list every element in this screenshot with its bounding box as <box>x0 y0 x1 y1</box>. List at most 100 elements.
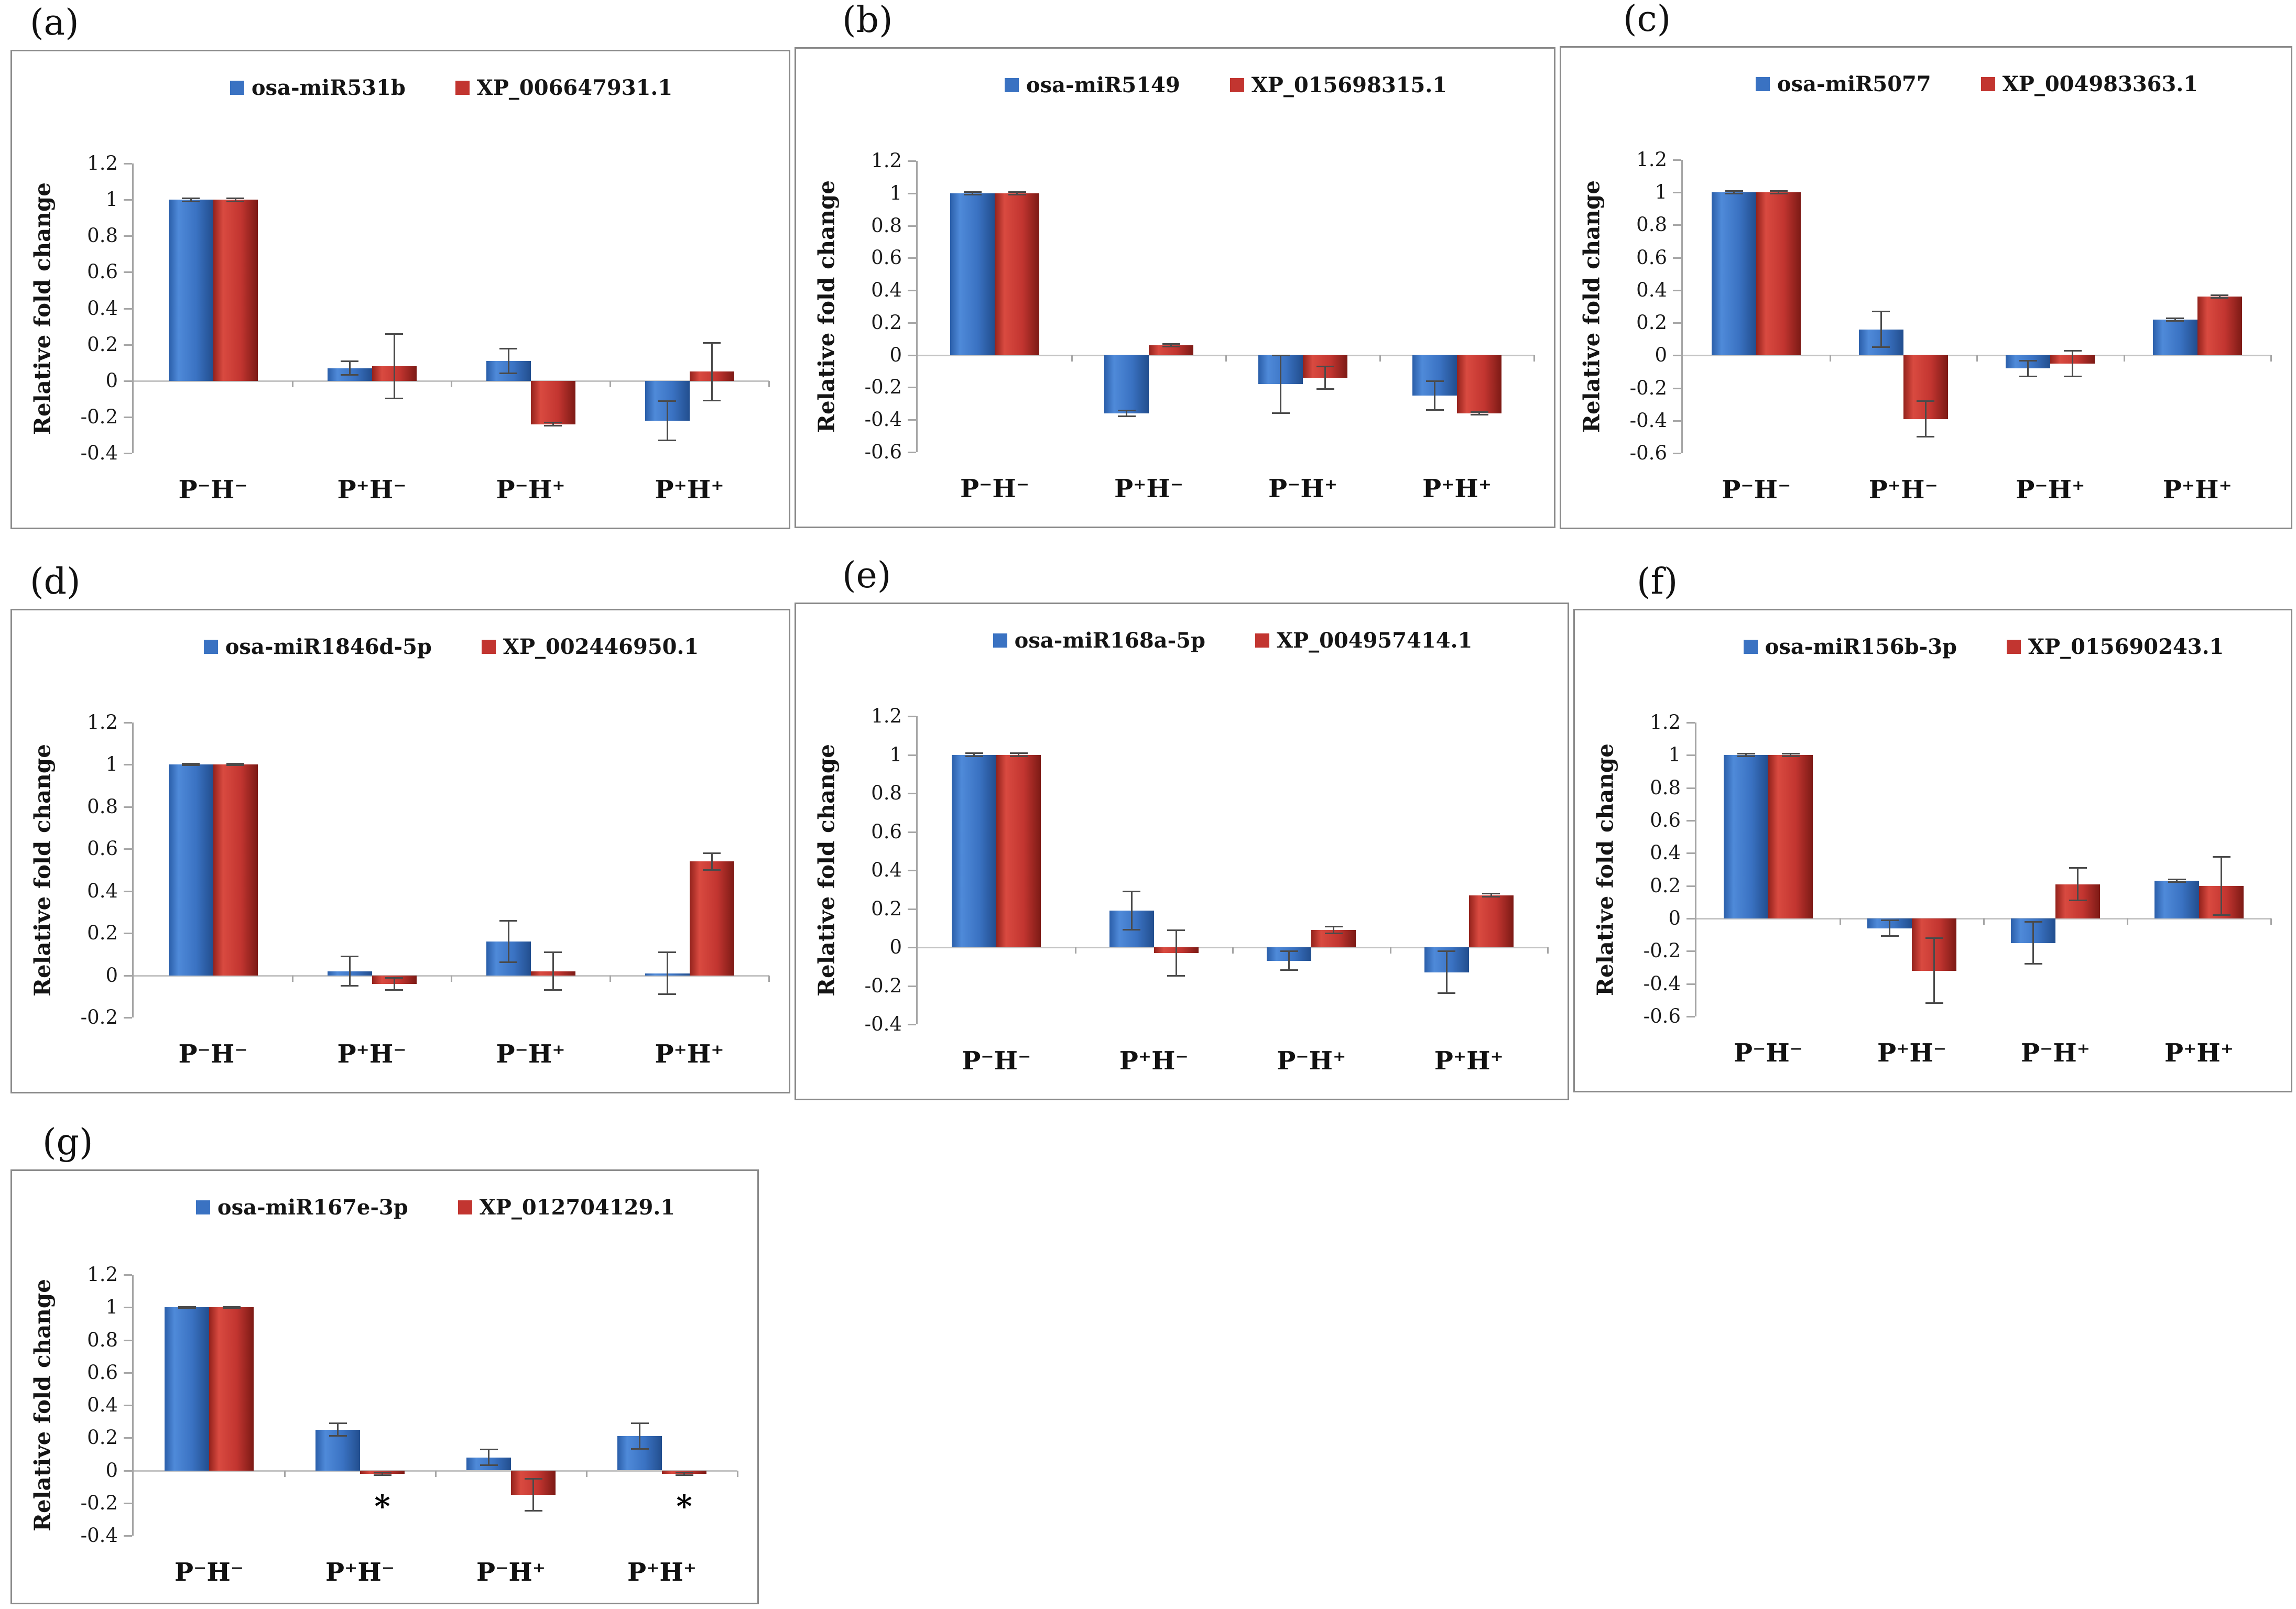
y-tick-label: 0.2 <box>871 311 902 334</box>
panel-letter-f: (f) <box>1637 561 1678 603</box>
error-bar <box>507 921 509 963</box>
bar-mirna_blue-P⁻H⁻ <box>1712 192 1757 356</box>
y-tick <box>124 416 132 418</box>
error-bar-cap-top <box>1725 190 1743 192</box>
y-tick <box>124 890 132 892</box>
y-tick-label: 0.8 <box>87 795 118 818</box>
error-bar-cap-top <box>2166 317 2184 319</box>
legend-item-1: XP_012704129.1 <box>458 1195 675 1220</box>
y-axis-line <box>916 161 918 452</box>
error-bar-cap-top <box>385 977 403 979</box>
error-bar-cap-top <box>178 1306 196 1308</box>
error-bar-cap-bottom <box>675 1474 693 1476</box>
error-bar <box>666 400 668 441</box>
y-tick <box>124 380 132 382</box>
category-tick <box>292 380 293 387</box>
legend-item-0: osa-miR531b <box>230 75 406 100</box>
x-category-label: P⁺H⁺ <box>627 1558 697 1587</box>
error-bar-cap-top <box>658 951 676 954</box>
category-tick <box>1074 947 1076 954</box>
y-tick-label: 0.2 <box>87 922 118 945</box>
error-bar <box>349 956 351 986</box>
error-bar-cap-bottom <box>544 425 562 427</box>
y-tick <box>1673 159 1681 161</box>
y-tick-label: -0.2 <box>80 405 118 428</box>
error-bar <box>2032 922 2034 965</box>
error-bar <box>639 1423 640 1450</box>
error-bar-cap-top <box>1426 380 1444 382</box>
category-tick <box>284 1470 286 1477</box>
error-bar-cap-bottom <box>1271 412 1290 414</box>
y-tick <box>908 754 916 756</box>
category-tick <box>1547 947 1549 954</box>
y-tick-label: 1.2 <box>87 711 118 734</box>
error-bar-cap-bottom <box>1426 409 1444 411</box>
legend-item-1: XP_004983363.1 <box>1981 72 2198 96</box>
y-axis-line <box>916 716 918 1024</box>
error-bar-cap-bottom <box>630 1448 649 1450</box>
error-bar <box>552 952 554 990</box>
error-bar-cap-bottom <box>1009 756 1028 758</box>
y-tick <box>908 1024 916 1025</box>
bar-target_red-P⁻H⁻ <box>1756 192 1801 356</box>
y-tick <box>1686 1016 1695 1017</box>
error-bar-cap-top <box>544 951 562 954</box>
significance-star: * <box>374 1488 390 1524</box>
category-tick <box>1983 918 1985 925</box>
error-bar <box>393 977 395 990</box>
y-tick-label: 0.2 <box>87 1426 118 1449</box>
error-bar-cap-top <box>385 333 403 335</box>
category-tick <box>1071 355 1073 362</box>
panel-letter-e: (e) <box>842 555 891 596</box>
bar-mirna_blue-P⁺H⁺ <box>2152 319 2197 356</box>
error-bar-cap-top <box>1008 191 1026 193</box>
panel-c: (c) osa-miR5077 XP_004983363.1 Relative fo… <box>1560 0 2292 529</box>
y-tick-label: 1 <box>1668 743 1681 767</box>
error-bar-cap-bottom <box>963 193 982 195</box>
x-category-label: P⁻H⁺ <box>1277 1046 1346 1076</box>
error-bar-cap-bottom <box>1123 928 1141 931</box>
y-tick-label: 1 <box>889 181 902 204</box>
error-bar <box>1490 893 1492 897</box>
error-bar <box>2077 868 2079 901</box>
legend-item-0: osa-miR5077 <box>1755 72 1931 96</box>
error-bar-cap-top <box>2063 350 2082 352</box>
panel-b: (b) osa-miR5149 XP_015698315.1 Relative fo… <box>795 0 1555 528</box>
category-tick <box>1840 918 1841 925</box>
y-axis-title: Relative fold change <box>813 180 840 433</box>
error-bar-cap-top <box>2069 867 2087 869</box>
y-tick-label: 1 <box>105 1296 118 1319</box>
y-tick-label: 0.2 <box>1650 874 1681 897</box>
y-tick <box>908 290 916 292</box>
y-tick-label: -0.6 <box>1643 1005 1681 1027</box>
x-category-label: P⁺H⁻ <box>337 475 407 505</box>
x-category-label: P⁺H⁺ <box>655 1039 724 1069</box>
error-bar <box>1933 938 1935 1004</box>
y-axis-line <box>132 723 134 1017</box>
y-tick-label: -0.6 <box>864 441 902 463</box>
y-tick <box>908 985 916 987</box>
chart-g: osa-miR167e-3p XP_012704129.1 Relative fol… <box>12 1171 757 1603</box>
legend-label-0: osa-miR168a-5p <box>1014 628 1205 653</box>
category-tick <box>768 975 770 982</box>
error-bar-cap-top <box>544 422 562 424</box>
error-bar-cap-top <box>1781 753 1800 755</box>
legend-item-0: osa-miR168a-5p <box>993 628 1205 653</box>
y-tick <box>124 1535 132 1537</box>
error-bar-cap-top <box>226 763 244 765</box>
error-bar <box>1924 401 1927 437</box>
y-tick-label: -0.4 <box>80 442 118 464</box>
error-bar <box>683 1472 685 1475</box>
y-tick <box>908 831 916 833</box>
error-bar-cap-top <box>1009 752 1028 754</box>
y-axis-line <box>1681 160 1683 453</box>
bar-target_red-P⁺H⁺ <box>689 861 734 976</box>
x-category-label: P⁺H⁺ <box>655 475 724 505</box>
error-bar-cap-top <box>963 191 982 193</box>
error-bar-cap-top <box>524 1478 542 1480</box>
error-bar-cap-top <box>1162 343 1180 345</box>
legend-label-0: osa-miR167e-3p <box>217 1195 408 1220</box>
legend-swatch-1 <box>1981 77 1995 91</box>
y-tick-label: 1 <box>1655 181 1667 204</box>
